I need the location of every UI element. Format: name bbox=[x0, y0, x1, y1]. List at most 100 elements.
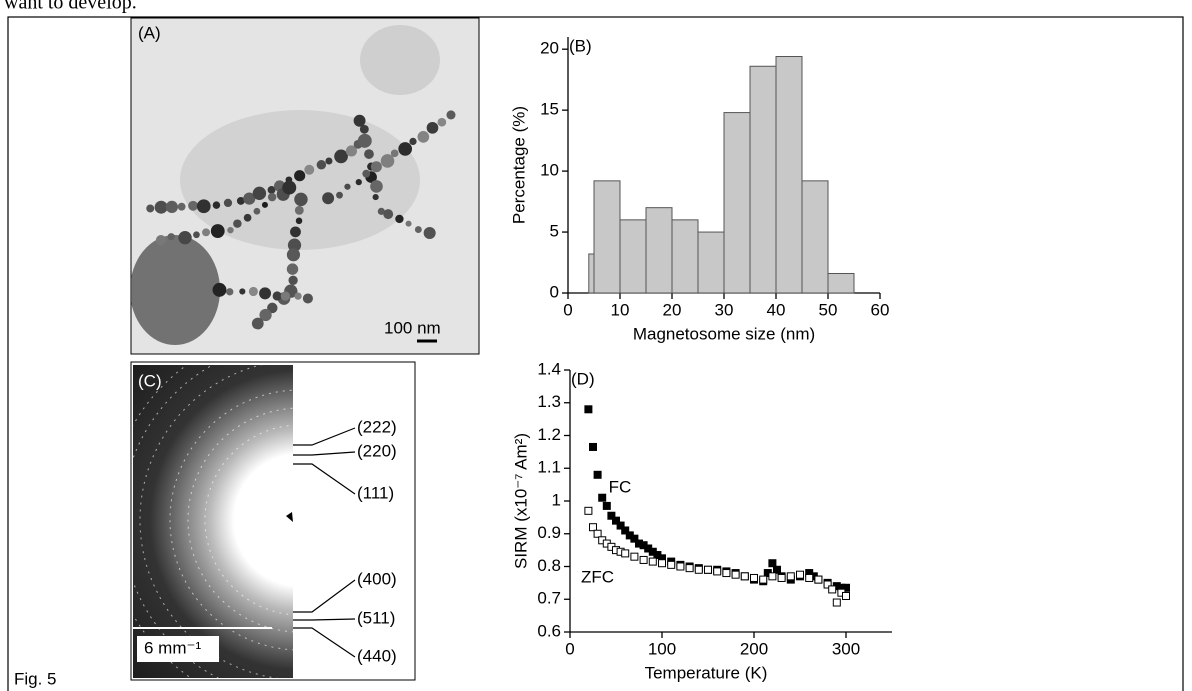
particle bbox=[212, 282, 227, 297]
particle bbox=[196, 199, 211, 214]
point bbox=[584, 405, 593, 414]
particle bbox=[272, 291, 282, 301]
particle bbox=[294, 205, 304, 215]
particle bbox=[165, 200, 178, 214]
leader-line bbox=[293, 427, 356, 446]
diffraction-rings bbox=[133, 365, 293, 678]
bar bbox=[723, 112, 751, 294]
particle bbox=[398, 142, 413, 156]
particle bbox=[364, 149, 374, 159]
particle bbox=[405, 220, 412, 227]
point bbox=[630, 534, 639, 543]
ring-label: (220) bbox=[357, 441, 397, 460]
point bbox=[658, 559, 666, 568]
y-tick-label: 1.2 bbox=[537, 425, 561, 444]
particle bbox=[226, 288, 234, 296]
x-tick-label: 300 bbox=[832, 639, 860, 658]
particle bbox=[267, 185, 276, 194]
point bbox=[612, 516, 620, 525]
bar bbox=[645, 207, 673, 294]
x-tick-label: 100 bbox=[648, 639, 676, 658]
particle bbox=[287, 238, 302, 252]
point bbox=[694, 565, 703, 574]
particle bbox=[146, 204, 155, 213]
point bbox=[842, 583, 850, 592]
point bbox=[667, 560, 676, 569]
particle bbox=[259, 287, 272, 300]
particle bbox=[294, 192, 308, 207]
particle bbox=[252, 186, 267, 201]
point bbox=[773, 565, 781, 574]
chart-title: (B) bbox=[569, 36, 592, 55]
chart-title: (D) bbox=[571, 369, 595, 388]
particle bbox=[233, 219, 242, 228]
particle bbox=[288, 275, 298, 285]
point bbox=[704, 565, 712, 574]
particle bbox=[362, 169, 371, 178]
particle bbox=[417, 131, 430, 143]
point bbox=[759, 575, 768, 584]
y-tick-label: 0.8 bbox=[537, 556, 561, 575]
leader-line bbox=[293, 451, 356, 456]
x-axis-label: Temperature (K) bbox=[645, 663, 768, 682]
particle bbox=[344, 183, 351, 190]
ring-label: (111) bbox=[357, 483, 394, 502]
panel-a: (A) 100 nm bbox=[130, 17, 480, 355]
point bbox=[616, 521, 625, 530]
particle bbox=[377, 207, 385, 215]
particle bbox=[304, 164, 315, 175]
y-tick-label: 1.1 bbox=[537, 458, 561, 477]
particle bbox=[383, 209, 394, 220]
scale-bar-label: 6 mm⁻¹ bbox=[144, 638, 201, 657]
figure-label: Fig. 5 bbox=[14, 669, 57, 688]
particle bbox=[261, 201, 268, 208]
point bbox=[722, 569, 731, 578]
particle bbox=[154, 200, 168, 214]
point bbox=[832, 598, 841, 607]
y-tick-label: 1.3 bbox=[537, 392, 561, 411]
particle bbox=[236, 196, 245, 205]
chart: 0 5 10 15 20 0 10 20 30 40 50 60 Magnetosome size (n… bbox=[509, 36, 889, 343]
particle bbox=[294, 170, 306, 182]
x-tick-label: 20 bbox=[663, 300, 682, 319]
particle bbox=[390, 149, 399, 158]
particle bbox=[336, 191, 343, 199]
y-axis-label: Percentage (%) bbox=[509, 106, 528, 224]
point bbox=[593, 529, 602, 538]
x-tick-label: 60 bbox=[871, 300, 890, 319]
y-tick-label: 5 bbox=[550, 222, 559, 241]
particle bbox=[345, 145, 358, 157]
chart: 0.6 0.7 0.8 0.9 1 1.1 1.2 1.3 1.4 0 100 200 300 Tempe… bbox=[511, 359, 892, 682]
particle bbox=[370, 161, 382, 173]
y-tick-label: 0.7 bbox=[537, 589, 561, 608]
series-label: ZFC bbox=[581, 567, 614, 586]
particle bbox=[248, 286, 258, 297]
particle bbox=[177, 202, 186, 211]
particle bbox=[355, 179, 362, 186]
particle bbox=[193, 231, 200, 239]
point bbox=[828, 585, 837, 594]
particle bbox=[294, 292, 302, 300]
bar bbox=[775, 56, 803, 294]
bar bbox=[593, 180, 621, 294]
particle bbox=[295, 217, 303, 225]
bar bbox=[619, 219, 647, 294]
beam-stop bbox=[286, 512, 293, 522]
scale-bar-label: 100 nm bbox=[384, 318, 441, 337]
particle bbox=[202, 228, 211, 237]
ring-label: (440) bbox=[357, 646, 397, 665]
x-tick-label: 200 bbox=[740, 639, 768, 658]
particle bbox=[286, 248, 301, 262]
particle bbox=[282, 180, 297, 195]
leader-line bbox=[293, 627, 356, 658]
y-tick-label: 0.6 bbox=[537, 621, 561, 640]
particle bbox=[414, 226, 422, 234]
point bbox=[685, 564, 694, 573]
point bbox=[589, 442, 597, 451]
point bbox=[621, 526, 630, 535]
point bbox=[598, 493, 607, 502]
point bbox=[713, 567, 722, 576]
x-axis-label: Magnetosome size (nm) bbox=[633, 324, 815, 343]
diffraction-image bbox=[133, 365, 293, 678]
particle bbox=[210, 224, 225, 238]
